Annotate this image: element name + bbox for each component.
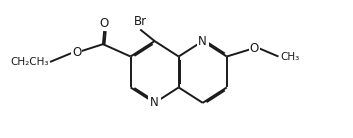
Text: O: O — [250, 42, 259, 55]
Text: CH₃: CH₃ — [280, 51, 299, 62]
Text: N: N — [150, 96, 159, 109]
Text: N: N — [198, 35, 207, 48]
Text: O: O — [72, 46, 81, 59]
Text: Br: Br — [134, 15, 147, 28]
Text: O: O — [100, 17, 109, 30]
Text: CH₂CH₃: CH₂CH₃ — [10, 57, 48, 67]
